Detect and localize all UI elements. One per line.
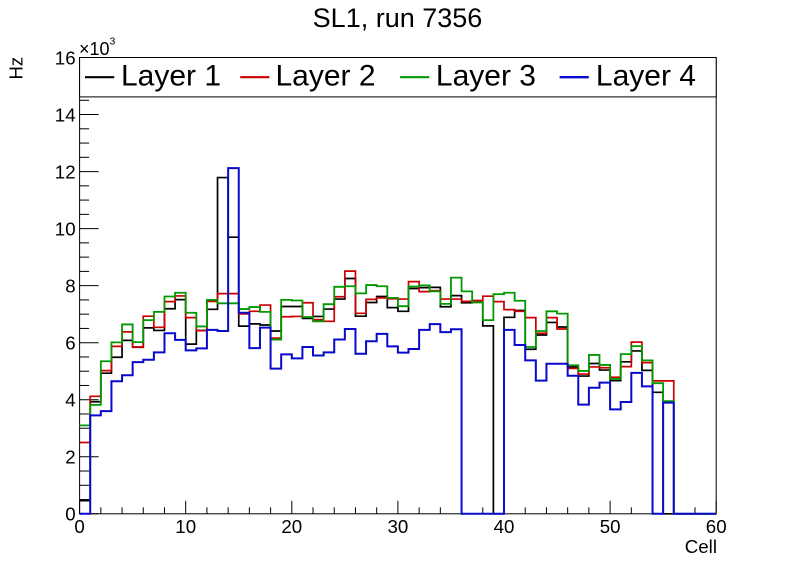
- svg-text:40: 40: [494, 516, 515, 537]
- svg-text:8: 8: [65, 275, 75, 296]
- svg-text:0: 0: [74, 516, 84, 537]
- svg-text:16: 16: [55, 47, 76, 68]
- svg-text:0: 0: [65, 504, 75, 525]
- svg-text:60: 60: [706, 516, 727, 537]
- svg-text:SL1, run 7356: SL1, run 7356: [313, 3, 483, 33]
- svg-text:×103: ×103: [79, 36, 116, 60]
- svg-text:Hz: Hz: [6, 57, 27, 80]
- svg-text:50: 50: [600, 516, 621, 537]
- svg-text:20: 20: [281, 516, 302, 537]
- svg-text:30: 30: [388, 516, 409, 537]
- svg-text:Layer 3: Layer 3: [436, 60, 536, 93]
- svg-text:10: 10: [175, 516, 196, 537]
- svg-text:Layer 1: Layer 1: [121, 60, 221, 93]
- svg-text:10: 10: [55, 218, 76, 239]
- svg-text:12: 12: [55, 161, 76, 182]
- svg-text:2: 2: [65, 447, 75, 468]
- svg-text:Cell: Cell: [685, 536, 717, 557]
- svg-text:4: 4: [65, 390, 75, 411]
- svg-text:6: 6: [65, 333, 75, 354]
- svg-text:Layer 4: Layer 4: [596, 60, 696, 93]
- svg-text:Layer 2: Layer 2: [276, 60, 376, 93]
- svg-text:14: 14: [55, 104, 76, 125]
